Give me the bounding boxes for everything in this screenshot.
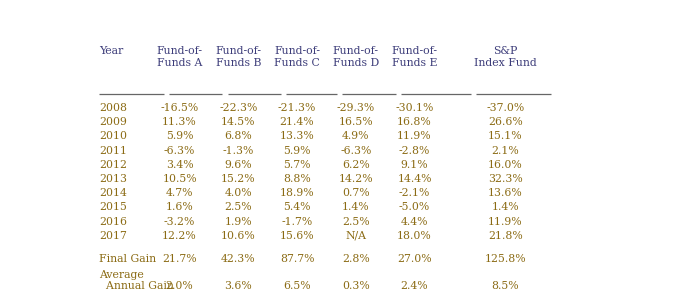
Text: 13.6%: 13.6% (488, 188, 523, 198)
Text: 11.9%: 11.9% (488, 217, 523, 227)
Text: 5.4%: 5.4% (283, 202, 311, 212)
Text: 2016: 2016 (99, 217, 127, 227)
Text: 32.3%: 32.3% (488, 174, 523, 184)
Text: 18.9%: 18.9% (280, 188, 314, 198)
Text: 87.7%: 87.7% (280, 254, 314, 264)
Text: Fund-of-
Funds C: Fund-of- Funds C (274, 46, 320, 67)
Text: 5.9%: 5.9% (283, 146, 311, 156)
Text: -6.3%: -6.3% (164, 146, 195, 156)
Text: 26.6%: 26.6% (488, 117, 523, 127)
Text: 14.5%: 14.5% (221, 117, 256, 127)
Text: 9.6%: 9.6% (225, 160, 252, 170)
Text: 4.9%: 4.9% (342, 132, 369, 141)
Text: -37.0%: -37.0% (486, 103, 524, 113)
Text: -5.0%: -5.0% (399, 202, 430, 212)
Text: 2008: 2008 (99, 103, 127, 113)
Text: Fund-of-
Funds D: Fund-of- Funds D (333, 46, 379, 67)
Text: 13.3%: 13.3% (280, 132, 314, 141)
Text: -2.1%: -2.1% (399, 188, 430, 198)
Text: 2.0%: 2.0% (165, 281, 194, 291)
Text: 21.7%: 21.7% (162, 254, 197, 264)
Text: -30.1%: -30.1% (395, 103, 433, 113)
Text: -2.8%: -2.8% (399, 146, 430, 156)
Text: 2.5%: 2.5% (225, 202, 252, 212)
Text: Fund-of-
Funds B: Fund-of- Funds B (215, 46, 261, 67)
Text: 10.6%: 10.6% (221, 231, 256, 241)
Text: -21.3%: -21.3% (278, 103, 316, 113)
Text: 2010: 2010 (99, 132, 127, 141)
Text: 16.8%: 16.8% (397, 117, 432, 127)
Text: 2.4%: 2.4% (401, 281, 429, 291)
Text: 3.4%: 3.4% (166, 160, 194, 170)
Text: 5.7%: 5.7% (283, 160, 311, 170)
Text: 15.2%: 15.2% (221, 174, 256, 184)
Text: 11.9%: 11.9% (397, 132, 432, 141)
Text: Fund-of-
Funds E: Fund-of- Funds E (391, 46, 438, 67)
Text: 12.2%: 12.2% (162, 231, 197, 241)
Text: 10.5%: 10.5% (162, 174, 197, 184)
Text: 42.3%: 42.3% (221, 254, 256, 264)
Text: 2012: 2012 (99, 160, 127, 170)
Text: -22.3%: -22.3% (219, 103, 258, 113)
Text: 8.8%: 8.8% (283, 174, 311, 184)
Text: Year: Year (99, 46, 124, 56)
Text: 2011: 2011 (99, 146, 127, 156)
Text: 6.5%: 6.5% (283, 281, 311, 291)
Text: 14.4%: 14.4% (398, 174, 432, 184)
Text: 1.6%: 1.6% (165, 202, 194, 212)
Text: 3.6%: 3.6% (225, 281, 252, 291)
Text: 2.1%: 2.1% (491, 146, 520, 156)
Text: 125.8%: 125.8% (484, 254, 526, 264)
Text: 14.2%: 14.2% (338, 174, 373, 184)
Text: 2015: 2015 (99, 202, 127, 212)
Text: 2.5%: 2.5% (342, 217, 369, 227)
Text: 21.4%: 21.4% (280, 117, 314, 127)
Text: 0.7%: 0.7% (342, 188, 369, 198)
Text: 16.0%: 16.0% (488, 160, 523, 170)
Text: -16.5%: -16.5% (161, 103, 198, 113)
Text: 1.4%: 1.4% (491, 202, 519, 212)
Text: 2014: 2014 (99, 188, 127, 198)
Text: 2013: 2013 (99, 174, 127, 184)
Text: 0.3%: 0.3% (342, 281, 370, 291)
Text: 27.0%: 27.0% (397, 254, 432, 264)
Text: Average: Average (99, 270, 144, 280)
Text: Fund-of-
Funds A: Fund-of- Funds A (156, 46, 203, 67)
Text: 1.9%: 1.9% (225, 217, 252, 227)
Text: -1.3%: -1.3% (223, 146, 254, 156)
Text: S&P
Index Fund: S&P Index Fund (474, 46, 537, 67)
Text: 4.7%: 4.7% (166, 188, 194, 198)
Text: -3.2%: -3.2% (164, 217, 195, 227)
Text: Final Gain: Final Gain (99, 254, 156, 264)
Text: 8.5%: 8.5% (491, 281, 519, 291)
Text: 4.4%: 4.4% (401, 217, 429, 227)
Text: 5.9%: 5.9% (166, 132, 194, 141)
Text: 2009: 2009 (99, 117, 127, 127)
Text: -29.3%: -29.3% (337, 103, 375, 113)
Text: 6.8%: 6.8% (225, 132, 252, 141)
Text: 6.2%: 6.2% (342, 160, 370, 170)
Text: 18.0%: 18.0% (397, 231, 432, 241)
Text: Annual Gain: Annual Gain (99, 281, 174, 291)
Text: 1.4%: 1.4% (342, 202, 369, 212)
Text: -6.3%: -6.3% (340, 146, 371, 156)
Text: 2017: 2017 (99, 231, 127, 241)
Text: 4.0%: 4.0% (225, 188, 252, 198)
Text: 11.3%: 11.3% (162, 117, 197, 127)
Text: 15.1%: 15.1% (488, 132, 523, 141)
Text: -1.7%: -1.7% (281, 217, 313, 227)
Text: N/A: N/A (345, 231, 367, 241)
Text: 15.6%: 15.6% (280, 231, 314, 241)
Text: 21.8%: 21.8% (488, 231, 523, 241)
Text: 16.5%: 16.5% (338, 117, 373, 127)
Text: 2.8%: 2.8% (342, 254, 370, 264)
Text: 9.1%: 9.1% (401, 160, 429, 170)
